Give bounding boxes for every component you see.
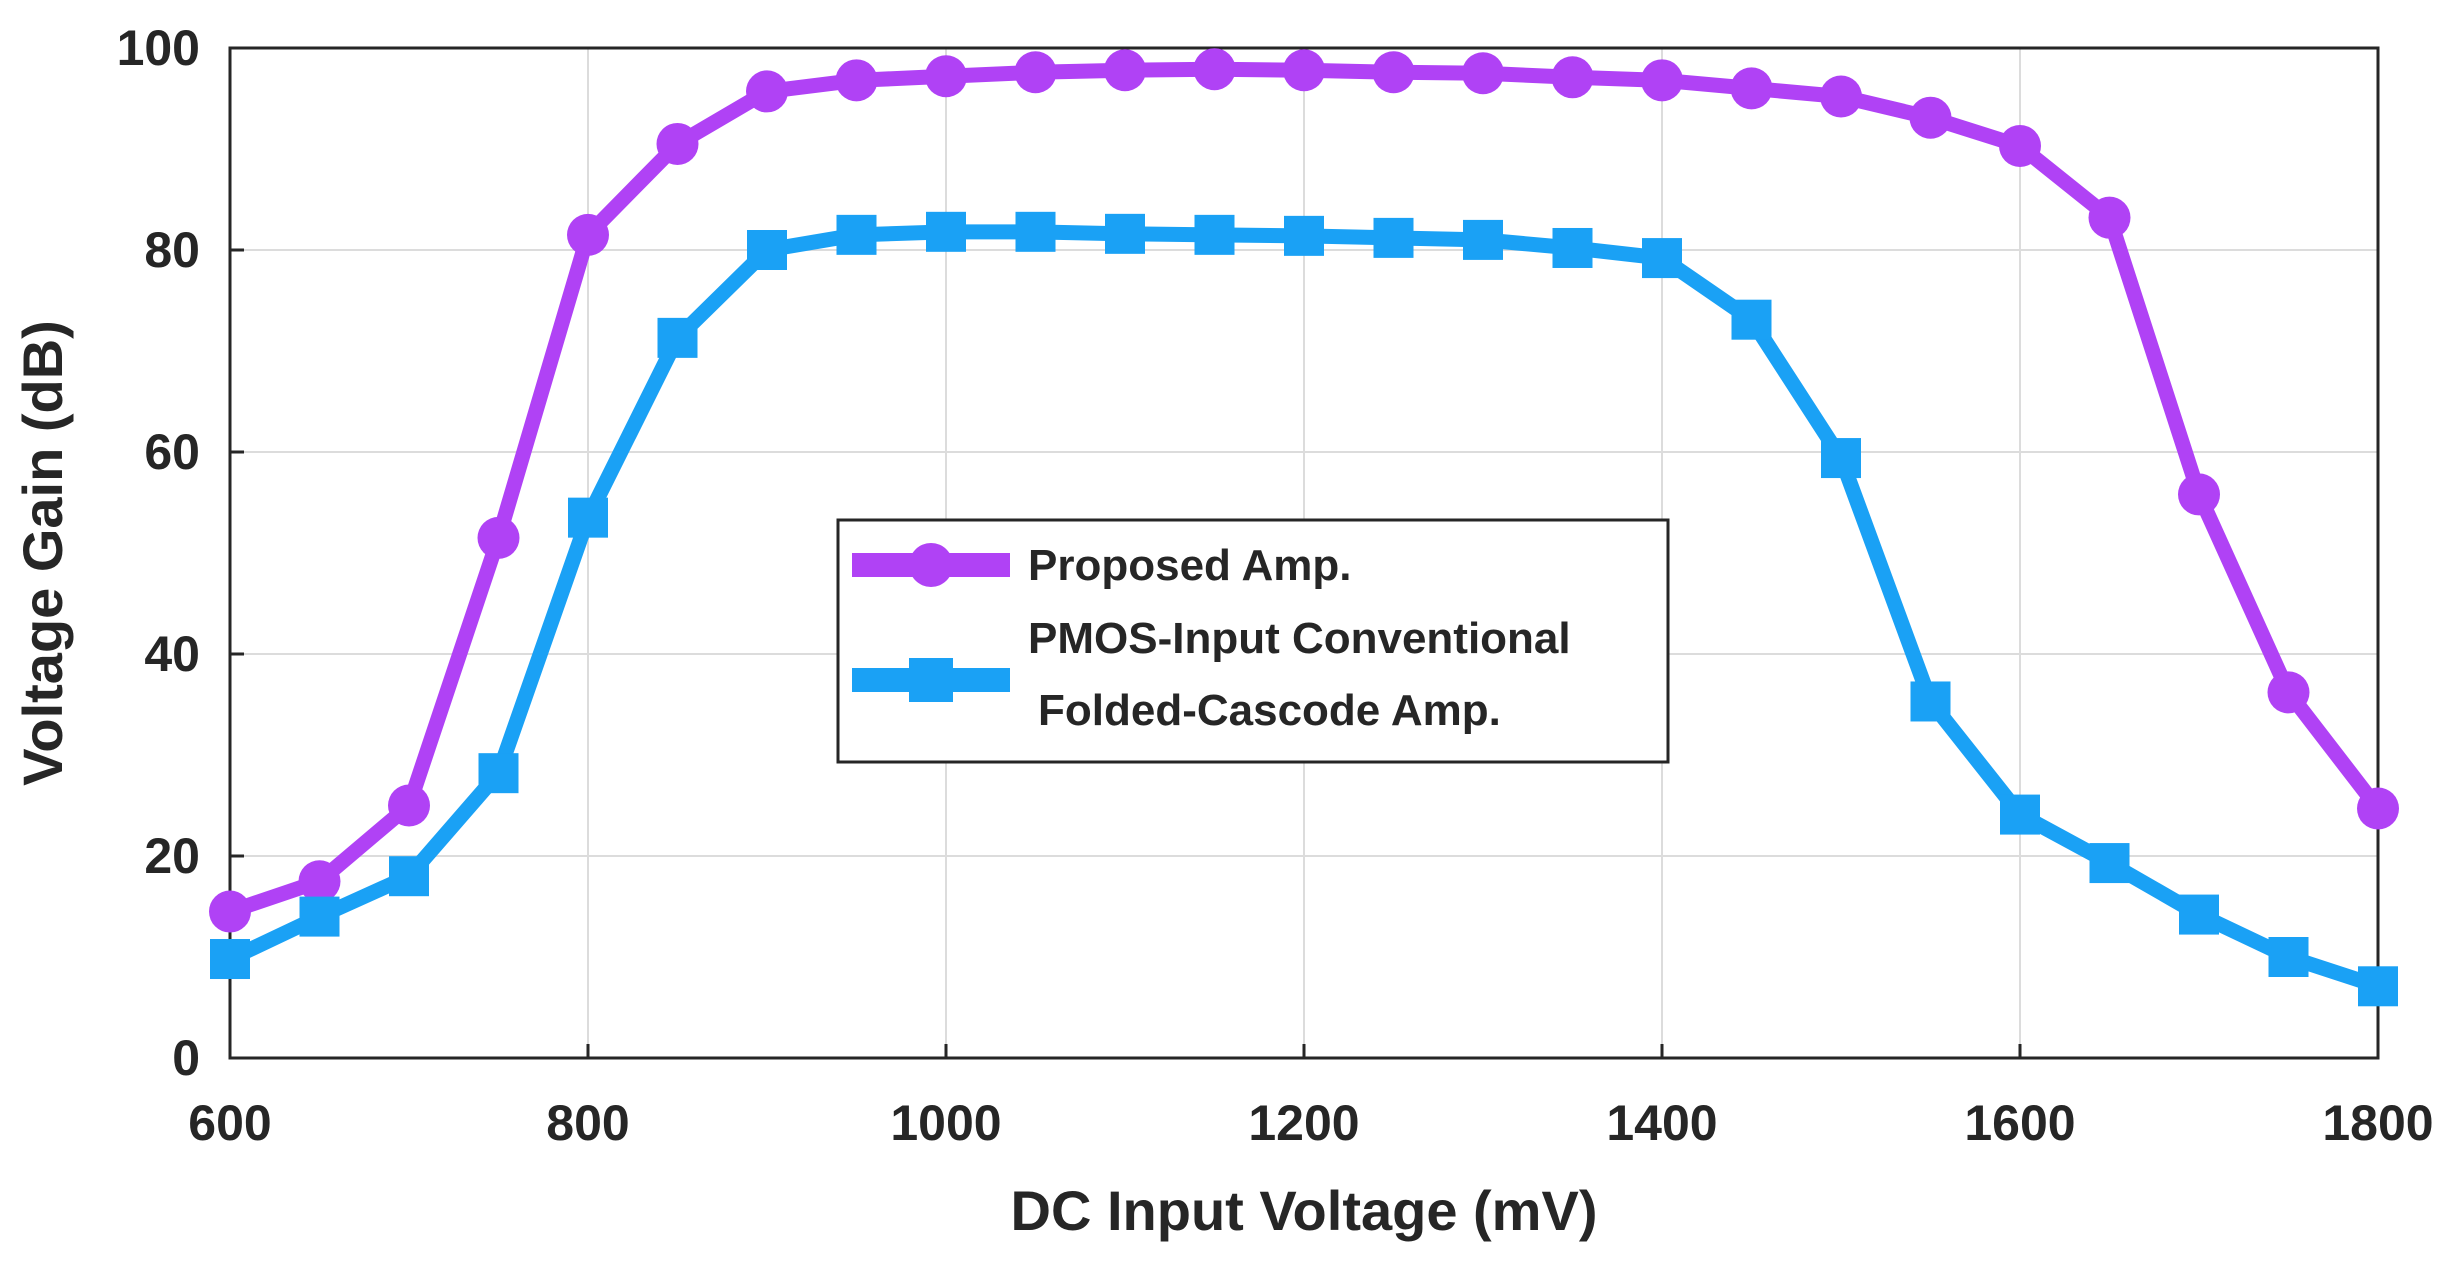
data-point-proposed [1372, 51, 1415, 94]
y-tick-label: 20 [144, 828, 200, 884]
data-point-proposed [209, 890, 251, 933]
data-point-pmos [2358, 966, 2398, 1007]
y-tick-label: 100 [117, 20, 200, 76]
data-point-pmos [568, 497, 608, 538]
x-tick-label: 1600 [1964, 1095, 2075, 1151]
data-point-pmos [1284, 215, 1324, 256]
series-layer [209, 48, 2399, 1007]
data-point-pmos [836, 214, 877, 255]
data-point-proposed [1551, 56, 1594, 99]
data-point-proposed [2357, 787, 2399, 830]
data-point-pmos [1642, 238, 1682, 279]
data-point-proposed [1462, 52, 1504, 95]
x-tick-label: 600 [188, 1095, 271, 1151]
x-tick-label: 800 [546, 1095, 629, 1151]
x-tick-label: 1400 [1606, 1095, 1717, 1151]
x-tick-label: 1800 [2322, 1095, 2433, 1151]
data-point-proposed [656, 122, 699, 165]
tick-labels: 600 800 1000 1200 1400 1600 1800 0 20 40 60 80 100 [117, 20, 2434, 1151]
data-point-pmos [210, 939, 250, 980]
data-point-proposed [388, 784, 430, 827]
y-axis-label: Voltage Gain (dB) [11, 320, 74, 786]
data-point-proposed [2267, 671, 2310, 714]
data-point-pmos [1373, 217, 1414, 258]
data-point-proposed [1641, 59, 1683, 102]
data-point-proposed [1283, 49, 1325, 92]
legend-label-proposed: Proposed Amp. [1028, 541, 1352, 590]
data-point-pmos [2089, 843, 2130, 884]
data-point-pmos [657, 317, 698, 358]
data-point-proposed [477, 516, 520, 559]
x-tick-label: 1200 [1248, 1095, 1359, 1151]
x-tick-label: 1000 [890, 1095, 1001, 1151]
data-point-pmos [2000, 794, 2040, 835]
data-point-pmos [389, 856, 429, 897]
data-point-pmos [299, 896, 340, 937]
data-point-pmos [1015, 211, 1056, 252]
data-point-proposed [2178, 473, 2220, 516]
data-point-proposed [2088, 196, 2131, 239]
data-point-pmos [1105, 213, 1145, 254]
y-tick-label: 40 [144, 626, 200, 682]
y-tick-label: 60 [144, 424, 200, 480]
data-point-pmos [478, 753, 519, 794]
data-point-proposed [1820, 75, 1862, 118]
data-point-proposed [1909, 96, 1952, 139]
y-tick-label: 80 [144, 222, 200, 278]
data-point-proposed [567, 213, 609, 256]
data-point-pmos [2268, 937, 2309, 977]
y-tick-label: 0 [172, 1030, 200, 1086]
legend-swatch-proposed-marker [909, 543, 953, 587]
x-axis-label: DC Input Voltage (mV) [1011, 1179, 1598, 1242]
data-point-proposed [1193, 48, 1236, 91]
data-point-pmos [1552, 227, 1593, 268]
data-point-proposed [1999, 124, 2041, 167]
data-point-pmos [1731, 299, 1772, 340]
legend-swatch-pmos-marker [909, 658, 953, 702]
series-proposed [209, 48, 2399, 933]
data-point-pmos [1194, 214, 1235, 255]
legend-label-pmos-line1: PMOS-Input Conventional [1028, 614, 1571, 663]
data-point-pmos [1821, 438, 1861, 479]
data-point-proposed [835, 59, 878, 102]
legend-label-pmos-line2: Folded-Cascode Amp. [1038, 686, 1501, 735]
data-point-pmos [1463, 219, 1503, 260]
data-point-proposed [1730, 67, 1773, 110]
data-point-pmos [926, 211, 966, 252]
series-pmos [210, 211, 2398, 1007]
data-point-proposed [746, 70, 788, 113]
data-point-proposed [1104, 49, 1146, 92]
data-point-proposed [1014, 51, 1057, 94]
data-point-pmos [1910, 681, 1951, 722]
data-point-pmos [2179, 894, 2219, 935]
legend: Proposed Amp. PMOS-Input Conventional Fo… [836, 518, 1670, 764]
data-point-proposed [298, 860, 341, 903]
data-point-pmos [747, 230, 787, 270]
data-point-proposed [925, 55, 967, 98]
